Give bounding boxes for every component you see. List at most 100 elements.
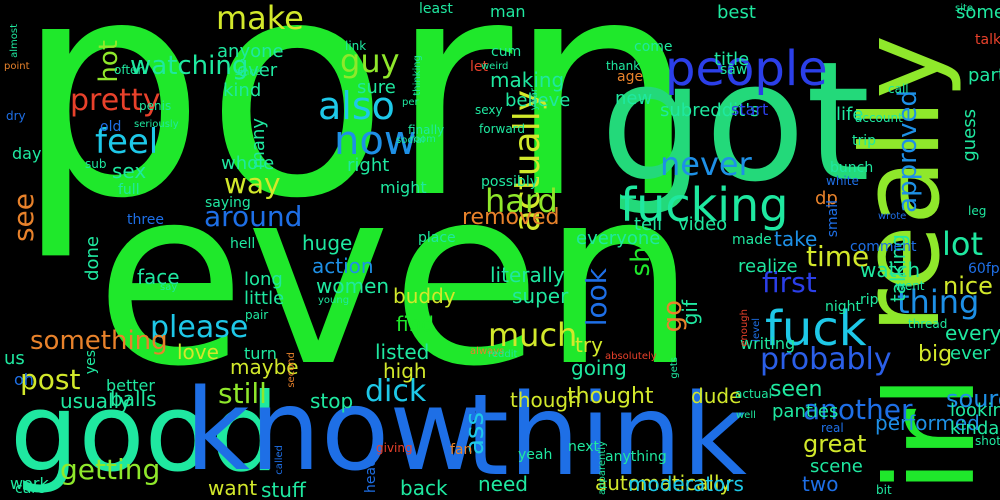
cloud-word: little [244, 288, 285, 309]
cloud-word: fuck [765, 301, 867, 357]
cloud-word: call [888, 82, 909, 96]
cloud-word: account [855, 111, 903, 125]
cloud-word: shot [975, 434, 1000, 448]
cloud-word: called [274, 445, 285, 475]
cloud-word: always [470, 346, 505, 357]
cloud-word: getting [60, 453, 161, 486]
cloud-word: three [127, 212, 165, 228]
cloud-word: post [20, 363, 81, 396]
cloud-word: back [400, 476, 448, 500]
cloud-word: went [895, 279, 925, 293]
cloud-word: place [418, 230, 456, 246]
cloud-word: someone [956, 2, 1000, 23]
cloud-word: enough [739, 309, 750, 347]
cloud-word: well [736, 410, 756, 421]
cloud-word: work [10, 474, 49, 493]
cloud-word: think [465, 371, 747, 500]
cloud-word: oh [14, 370, 34, 389]
cloud-word: hard [485, 182, 558, 220]
cloud-word: almost [9, 24, 20, 58]
cloud-word: great [803, 430, 867, 458]
cloud-word: say [160, 282, 178, 293]
cloud-word: come [634, 39, 673, 55]
cloud-word: porn [15, 0, 698, 264]
cloud-word: super [512, 284, 569, 308]
cloud-word: seen [770, 377, 823, 402]
cloud-word: giving [376, 441, 413, 455]
cloud-word: finally [408, 123, 445, 137]
cloud-word: ever [950, 343, 991, 364]
cloud-word: please [150, 310, 249, 345]
cloud-word: making [490, 68, 565, 92]
cloud-word: white [826, 174, 859, 188]
cloud-word: action [312, 254, 374, 278]
cloud-word: make [216, 0, 304, 37]
cloud-word: thinking [412, 55, 423, 96]
cloud-word: listed [375, 340, 430, 364]
cloud-word: leg [968, 204, 987, 218]
cloud-word: watching [130, 51, 249, 81]
cloud-word: balls [110, 387, 157, 411]
cloud-word: dp [815, 188, 838, 209]
cloud-word: need [478, 472, 528, 496]
cloud-word: got [600, 26, 871, 218]
cloud-word: want [208, 476, 258, 500]
cloud-word: 60fps [968, 261, 1000, 277]
cloud-word: huge [302, 231, 353, 255]
cloud-word: apparently [597, 441, 608, 495]
cloud-word: feel [95, 122, 159, 162]
cloud-word: video [678, 214, 728, 235]
cloud-word: kinda [950, 418, 1000, 439]
cloud-word: big [918, 342, 953, 367]
cloud-word: sex [112, 159, 147, 183]
cloud-word: looking [950, 400, 1000, 421]
cloud-word: dude [691, 384, 742, 408]
cloud-word: absolutely [605, 351, 657, 362]
cloud-word: possibly [481, 174, 538, 190]
cloud-word: maybe [230, 355, 299, 379]
cloud-word: next [568, 439, 600, 455]
cloud-word: sure [357, 77, 396, 98]
cloud-word: penis [139, 99, 172, 113]
cloud-word: ever [237, 60, 278, 81]
cloud-word: never [660, 145, 752, 183]
cloud-word: talk [975, 32, 1000, 48]
cloud-word: even [95, 135, 697, 420]
cloud-word: full [118, 182, 140, 198]
cloud-word: turn [244, 344, 277, 363]
cloud-word: comment [850, 239, 917, 255]
cloud-word: link [345, 39, 367, 53]
cloud-word: level [751, 318, 762, 342]
cloud-word: thread [908, 317, 948, 331]
cloud-word: everyone [576, 228, 661, 249]
cloud-word: young [318, 295, 350, 306]
cloud-word: us [4, 348, 25, 369]
cloud-word: look [580, 268, 613, 327]
cloud-word: stuff [261, 478, 306, 500]
cloud-word: approved [893, 90, 923, 213]
cloud-word: second [286, 352, 297, 388]
cloud-word: face [137, 265, 180, 289]
cloud-word: title [714, 49, 750, 70]
cloud-word: realize [738, 256, 798, 277]
cloud-word: going [571, 356, 627, 380]
cloud-word: age [617, 69, 644, 85]
cloud-word: social [396, 135, 425, 146]
cloud-word: probably [760, 342, 892, 377]
cloud-word: time [806, 240, 870, 273]
cloud-word: dry [6, 109, 26, 123]
cloud-word: thing [897, 283, 980, 321]
cloud-word: high [383, 359, 427, 383]
cloud-word: reddit [488, 349, 518, 360]
cloud-word: actual [735, 387, 772, 401]
cloud-word: see [7, 193, 40, 243]
cloud-word: pair [245, 308, 269, 322]
cloud-word: scene [810, 456, 863, 477]
cloud-word: anything [605, 449, 667, 465]
cloud-word: dick [365, 374, 427, 409]
cloud-word: right [347, 155, 390, 176]
cloud-word: sub [85, 157, 107, 171]
cloud-word: many [248, 118, 269, 169]
cloud-word: around [204, 200, 303, 233]
cloud-word: weird [481, 61, 509, 72]
